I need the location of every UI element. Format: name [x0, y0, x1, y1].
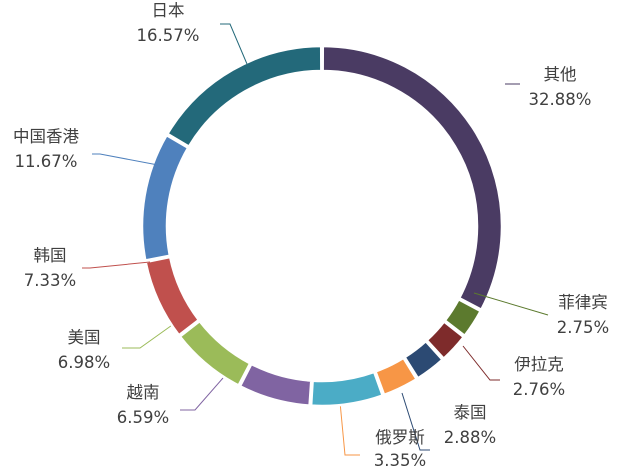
slice-percent-label-8: 7.33%	[24, 271, 76, 290]
leader-line-8	[82, 261, 151, 269]
leader-line-4	[339, 401, 360, 456]
slice-2	[425, 319, 466, 361]
slice-percent-label-10: 16.57%	[137, 26, 200, 45]
slice-3	[402, 339, 445, 381]
leader-line-6	[180, 377, 224, 411]
slice-1	[443, 297, 483, 338]
leader-line-10	[220, 23, 248, 65]
slice-name-label-1: 菲律宾	[558, 293, 608, 312]
leader-line-2	[462, 345, 500, 381]
slice-name-label-0: 其他	[544, 65, 577, 84]
slice-percent-label-9: 11.67%	[15, 152, 78, 171]
slice-6	[238, 362, 313, 407]
slice-9	[140, 133, 190, 262]
slice-10	[165, 44, 323, 149]
slice-name-label-8: 韩国	[34, 246, 67, 265]
slice-0	[321, 44, 504, 312]
slice-percent-label-2: 2.76%	[513, 380, 565, 399]
slice-percent-label-0: 32.88%	[529, 90, 592, 109]
slice-4	[373, 356, 419, 397]
slice-name-label-9: 中国香港	[13, 127, 80, 146]
leader-line-9	[92, 153, 159, 166]
slice-8	[144, 255, 201, 337]
slice-percent-label-4: 3.35%	[374, 451, 426, 469]
slice-percent-label-1: 2.75%	[557, 318, 609, 337]
slice-7	[178, 319, 252, 388]
leader-line-3	[401, 392, 430, 451]
slice-unlabeled	[309, 370, 385, 408]
slice-percent-label-7: 6.98%	[58, 353, 110, 372]
slice-name-label-10: 日本	[152, 1, 185, 20]
leader-line-1	[473, 292, 549, 316]
slice-percent-label-3: 2.88%	[444, 428, 496, 447]
slice-percent-label-6: 6.59%	[117, 408, 169, 427]
slice-name-label-4: 俄罗斯	[375, 428, 425, 447]
slice-name-label-3: 泰国	[454, 403, 487, 422]
slice-name-label-6: 越南	[127, 383, 160, 402]
slice-name-label-2: 伊拉克	[514, 355, 564, 374]
leader-line-7	[122, 322, 176, 349]
slice-name-label-7: 美国	[68, 328, 101, 347]
